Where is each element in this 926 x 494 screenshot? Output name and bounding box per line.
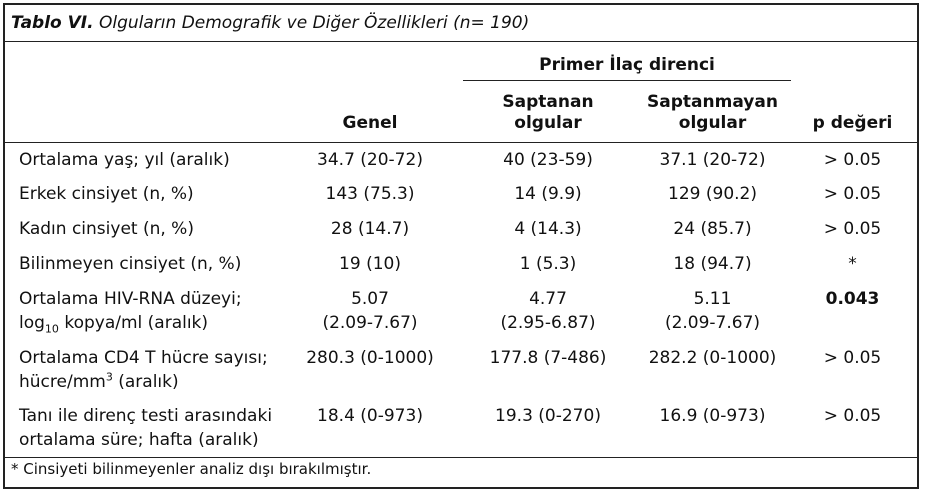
label-part: kopya/ml (aralık) bbox=[58, 313, 209, 333]
cell-p-significant: 0.043 bbox=[825, 289, 880, 309]
cell-saptanan: 4.77 bbox=[529, 289, 567, 309]
cell-p: > 0.05 bbox=[823, 348, 882, 368]
cell-genel: 143 (75.3) bbox=[325, 184, 415, 204]
cell-p: * bbox=[848, 254, 857, 274]
footnote: * Cinsiyeti bilinmeyenler analiz dışı bı… bbox=[11, 460, 372, 478]
cell-saptanan: 4 (14.3) bbox=[514, 219, 582, 239]
header-genel: Genel bbox=[342, 113, 398, 133]
cell-p: > 0.05 bbox=[823, 219, 882, 239]
cell-saptanan: 177.8 (7-486) bbox=[489, 348, 607, 368]
cell-genel-range: (2.09-7.67) bbox=[322, 313, 418, 333]
cell-saptanan: 14 (9.9) bbox=[514, 184, 582, 204]
header-saptanan-1: Saptanan bbox=[502, 92, 594, 112]
cell-saptanan: 40 (23-59) bbox=[503, 150, 593, 170]
row-label: Erkek cinsiyet (n, %) bbox=[19, 184, 194, 204]
group-rule bbox=[463, 80, 791, 81]
cell-p: > 0.05 bbox=[823, 184, 882, 204]
label-part: (aralık) bbox=[112, 372, 179, 392]
label-part: log bbox=[19, 313, 45, 333]
row-label: Tanı ile direnç testi arasındaki bbox=[19, 406, 273, 426]
cell-saptanmayan: 24 (85.7) bbox=[673, 219, 752, 239]
label-superscript: 3 bbox=[105, 370, 113, 384]
footer-rule bbox=[5, 457, 917, 458]
header-saptanan-2: olgular bbox=[514, 113, 582, 133]
table-title-text: Olguların Demografik ve Diğer Özellikler… bbox=[99, 13, 530, 33]
cell-saptanan-range: (2.95-6.87) bbox=[500, 313, 596, 333]
cell-p: > 0.05 bbox=[823, 150, 882, 170]
row-label: Bilinmeyen cinsiyet (n, %) bbox=[19, 254, 242, 274]
header-saptanmayan-2: olgular bbox=[678, 113, 747, 133]
cell-genel: 280.3 (0-1000) bbox=[306, 348, 434, 368]
header-rule bbox=[5, 142, 917, 143]
cell-saptanmayan: 16.9 (0-973) bbox=[659, 406, 766, 426]
cell-saptanmayan: 37.1 (20-72) bbox=[659, 150, 766, 170]
cell-genel: 28 (14.7) bbox=[330, 219, 410, 239]
row-label: Ortalama yaş; yıl (aralık) bbox=[19, 150, 230, 170]
row-label: Kadın cinsiyet (n, %) bbox=[19, 219, 194, 239]
cell-genel: 34.7 (20-72) bbox=[317, 150, 423, 170]
row-label-line2: hücre/mm3 (aralık) bbox=[19, 370, 179, 394]
header-p: p değeri bbox=[812, 113, 893, 133]
cell-saptanan: 19.3 (0-270) bbox=[495, 406, 601, 426]
cell-p: > 0.05 bbox=[823, 406, 882, 426]
header-saptanmayan-1: Saptanmayan bbox=[647, 92, 778, 112]
row-label-line2: ortalama süre; hafta (aralık) bbox=[19, 430, 259, 450]
row-label-line2: log10 kopya/ml (aralık) bbox=[19, 311, 208, 335]
cell-saptanmayan: 282.2 (0-1000) bbox=[648, 348, 777, 368]
cell-saptanmayan: 5.11 bbox=[693, 289, 732, 309]
cell-saptanmayan: 129 (90.2) bbox=[668, 184, 757, 204]
label-subscript: 10 bbox=[44, 322, 59, 336]
cell-saptanmayan: 18 (94.7) bbox=[673, 254, 752, 274]
label-part: hücre/mm bbox=[19, 372, 106, 392]
row-label: Ortalama HIV-RNA düzeyi; bbox=[19, 289, 242, 309]
header-group: Primer İlaç direnci bbox=[539, 55, 715, 75]
cell-saptanmayan-range: (2.09-7.67) bbox=[664, 313, 761, 333]
cell-saptanan: 1 (5.3) bbox=[519, 254, 577, 274]
table-frame: Tablo VI. Olguların Demografik ve Diğer … bbox=[3, 3, 919, 489]
cell-genel: 5.07 bbox=[351, 289, 389, 309]
table-title-prefix: Tablo VI. bbox=[11, 13, 94, 33]
cell-genel: 18.4 (0-973) bbox=[317, 406, 423, 426]
table-title: Tablo VI. Olguların Demografik ve Diğer … bbox=[11, 13, 529, 33]
title-rule bbox=[5, 41, 917, 42]
cell-genel: 19 (10) bbox=[339, 254, 401, 274]
row-label: Ortalama CD4 T hücre sayısı; bbox=[19, 348, 268, 368]
